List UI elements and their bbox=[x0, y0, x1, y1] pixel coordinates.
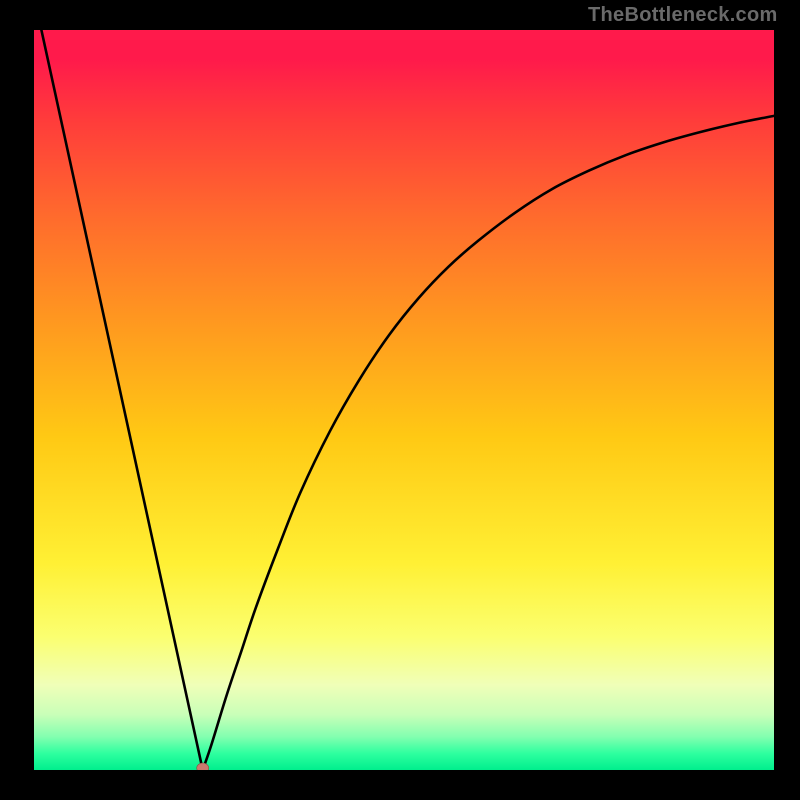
chart-svg bbox=[34, 30, 774, 770]
plot-area bbox=[34, 30, 774, 770]
gradient-background bbox=[34, 30, 774, 770]
watermark-text: TheBottleneck.com bbox=[588, 4, 778, 27]
optimal-point-marker bbox=[197, 763, 209, 770]
outer-frame: TheBottleneck.com bbox=[0, 0, 800, 800]
